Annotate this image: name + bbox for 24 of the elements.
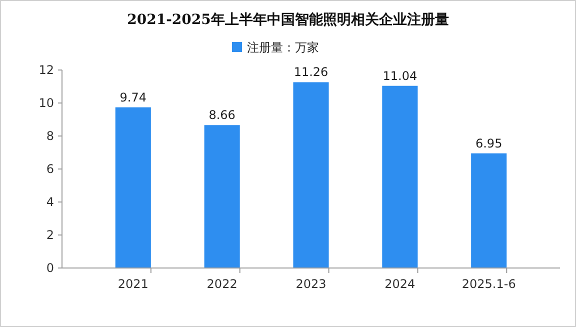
y-tick-label: 2 xyxy=(46,228,54,242)
y-tick-label: 10 xyxy=(38,96,54,110)
x-tick-label: 2022 xyxy=(206,277,238,291)
y-tick-label: 6 xyxy=(46,162,54,176)
bar xyxy=(204,125,240,268)
x-tick-label: 2021 xyxy=(118,277,148,291)
bar xyxy=(382,86,418,268)
data-label: 9.74 xyxy=(120,90,146,104)
y-tick-label: 0 xyxy=(46,261,54,275)
legend-label: 注册量：万家 xyxy=(247,40,319,54)
data-label: 11.26 xyxy=(294,65,328,80)
bar xyxy=(115,107,151,268)
data-label: 11.04 xyxy=(382,68,418,83)
chart-title: 2021-2025年上半年中国智能照明相关企业注册量 xyxy=(127,11,449,28)
x-tick-label: 2024 xyxy=(384,277,416,291)
data-label: 6.95 xyxy=(476,136,502,150)
bar xyxy=(293,82,329,268)
y-tick-label: 12 xyxy=(38,63,54,77)
y-tick-label: 4 xyxy=(46,195,54,209)
y-tick-label: 8 xyxy=(46,129,54,143)
data-label: 8.66 xyxy=(208,108,236,122)
x-tick-label: 2023 xyxy=(296,277,326,291)
bar xyxy=(471,153,507,268)
x-tick-label: 2025.1-6 xyxy=(462,277,516,291)
